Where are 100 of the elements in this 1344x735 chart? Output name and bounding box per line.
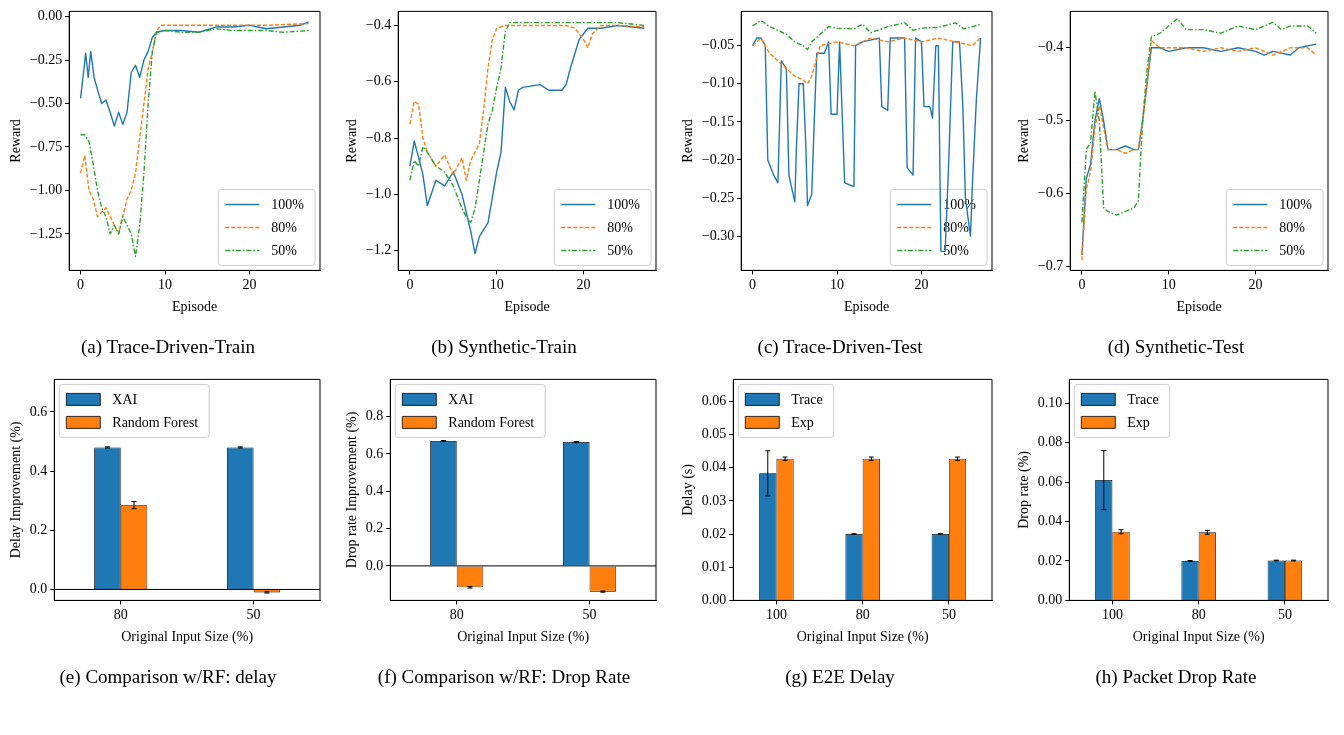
x-axis-title: Episode xyxy=(172,299,218,315)
x-tick-label: 10 xyxy=(489,277,504,293)
y-tick-label: 0.01 xyxy=(701,558,727,574)
y-axis-title: Drop rate (%) xyxy=(1016,450,1033,529)
y-tick-label: 0.02 xyxy=(701,525,727,541)
y-tick-label: −0.4 xyxy=(1037,39,1064,55)
y-tick-label: −1.25 xyxy=(29,225,63,241)
legend-label: 80% xyxy=(607,220,634,236)
x-tick-label: 50 xyxy=(941,607,956,623)
y-tick-label: 0.4 xyxy=(365,482,384,498)
y-tick-label: 0.00 xyxy=(37,8,63,24)
x-tick-label: 20 xyxy=(1248,277,1263,293)
y-tick-label: 0.8 xyxy=(365,408,384,424)
legend-label: 100% xyxy=(1279,197,1313,213)
y-tick-label: −0.8 xyxy=(365,129,392,145)
text: (f) Comparison w/RF: Drop Rate xyxy=(376,666,632,688)
y-tick-label: −0.05 xyxy=(701,37,735,53)
y-tick-label: −0.4 xyxy=(365,17,392,33)
y-axis-title: Reward xyxy=(680,119,696,163)
text: (e) Comparison w/RF: delay xyxy=(58,666,278,688)
x-tick-label: 80 xyxy=(855,607,870,623)
x-tick-label: 20 xyxy=(576,277,591,293)
y-tick-label: −0.10 xyxy=(701,75,735,91)
x-tick-label: 20 xyxy=(242,277,257,293)
y-tick-label: −0.25 xyxy=(701,189,735,205)
x-tick-label: 0 xyxy=(749,277,757,293)
y-tick-label: 0.6 xyxy=(365,445,384,461)
x-axis-title: Original Input Size (%) xyxy=(121,629,254,646)
x-tick-label: 80 xyxy=(449,607,464,623)
y-tick-label: −0.20 xyxy=(701,151,735,167)
y-axis-title: Reward xyxy=(8,119,24,163)
y-axis-title: Drop rate Improvement (%) xyxy=(344,411,361,569)
y-tick-label: −0.15 xyxy=(701,113,735,129)
y-tick-label: 0.02 xyxy=(1037,552,1063,568)
x-tick-label: 10 xyxy=(1161,277,1176,293)
text: (h) Packet Drop Rate xyxy=(1094,666,1258,688)
y-tick-label: 0.08 xyxy=(1037,434,1063,450)
text: (d) Synthetic-Test xyxy=(1106,336,1246,358)
y-tick-label: −0.25 xyxy=(29,51,63,67)
x-axis-title: Episode xyxy=(844,299,890,315)
y-tick-label: −0.6 xyxy=(365,73,392,89)
x-tick-label: 100 xyxy=(765,607,787,623)
legend-label: 80% xyxy=(1279,220,1306,236)
y-tick-label: 0.06 xyxy=(701,392,727,408)
y-tick-label: 0.06 xyxy=(1037,473,1063,489)
legend-label: Random Forest xyxy=(112,415,199,431)
y-tick-label: −0.75 xyxy=(29,138,63,154)
x-tick-label: 50 xyxy=(582,607,597,623)
x-axis-title: Original Input Size (%) xyxy=(1132,629,1265,646)
y-tick-label: 0.00 xyxy=(1037,592,1063,608)
x-tick-label: 20 xyxy=(914,277,929,293)
x-axis-title: Episode xyxy=(1176,299,1222,315)
y-tick-label: 0.0 xyxy=(365,557,384,573)
y-tick-label: −0.30 xyxy=(701,227,735,243)
x-tick-label: 80 xyxy=(1191,607,1206,623)
legend-label: 100% xyxy=(607,197,641,213)
x-tick-label: 0 xyxy=(77,277,85,293)
y-tick-label: 0.6 xyxy=(29,403,48,419)
legend-label: 100% xyxy=(271,197,305,213)
y-tick-label: 0.10 xyxy=(1037,394,1063,410)
x-tick-label: 100 xyxy=(1101,607,1123,623)
y-axis-title: Delay Improvement (%) xyxy=(8,421,25,559)
legend-label: 50% xyxy=(271,243,298,259)
y-tick-label: 0.04 xyxy=(1037,513,1063,529)
y-tick-label: −1.2 xyxy=(365,242,392,258)
text: (b) Synthetic-Train xyxy=(430,336,578,358)
y-axis-title: Reward xyxy=(344,119,360,163)
y-axis-title: Delay (s) xyxy=(680,463,697,516)
y-tick-label: 0.0 xyxy=(29,581,48,597)
x-tick-label: 50 xyxy=(246,607,261,623)
y-tick-label: −0.5 xyxy=(1037,112,1064,128)
x-tick-label: 0 xyxy=(1078,277,1086,293)
x-axis-title: Episode xyxy=(504,299,550,315)
x-tick-label: 0 xyxy=(406,277,414,293)
text: (g) E2E Delay xyxy=(784,666,896,688)
y-tick-label: −0.6 xyxy=(1037,184,1064,200)
y-tick-label: −1.00 xyxy=(29,182,63,198)
y-tick-label: 0.2 xyxy=(365,520,384,536)
y-tick-label: 0.03 xyxy=(701,492,727,508)
y-tick-label: 0.2 xyxy=(29,521,48,537)
x-axis-title: Original Input Size (%) xyxy=(457,629,590,646)
y-axis-title: Reward xyxy=(1016,119,1032,163)
y-tick-label: −0.7 xyxy=(1037,257,1064,273)
legend-label: XAI xyxy=(112,392,138,408)
y-tick-label: −0.50 xyxy=(29,95,63,111)
text: (a) Trace-Driven-Train xyxy=(80,336,256,358)
text: (c) Trace-Driven-Test xyxy=(756,336,924,358)
legend-label: Trace xyxy=(791,392,823,408)
legend-label: XAI xyxy=(448,392,474,408)
y-tick-label: 0.4 xyxy=(29,462,48,478)
legend-label: 50% xyxy=(1279,243,1306,259)
x-tick-label: 50 xyxy=(1277,607,1292,623)
legend-label: Exp xyxy=(1127,415,1150,431)
y-tick-label: −1.0 xyxy=(365,186,392,202)
legend-label: Trace xyxy=(1127,392,1159,408)
y-tick-label: 0.00 xyxy=(701,592,727,608)
legend-label: Exp xyxy=(791,415,814,431)
x-tick-label: 10 xyxy=(158,277,173,293)
y-tick-label: 0.04 xyxy=(701,459,727,475)
legend-label: 50% xyxy=(607,243,634,259)
